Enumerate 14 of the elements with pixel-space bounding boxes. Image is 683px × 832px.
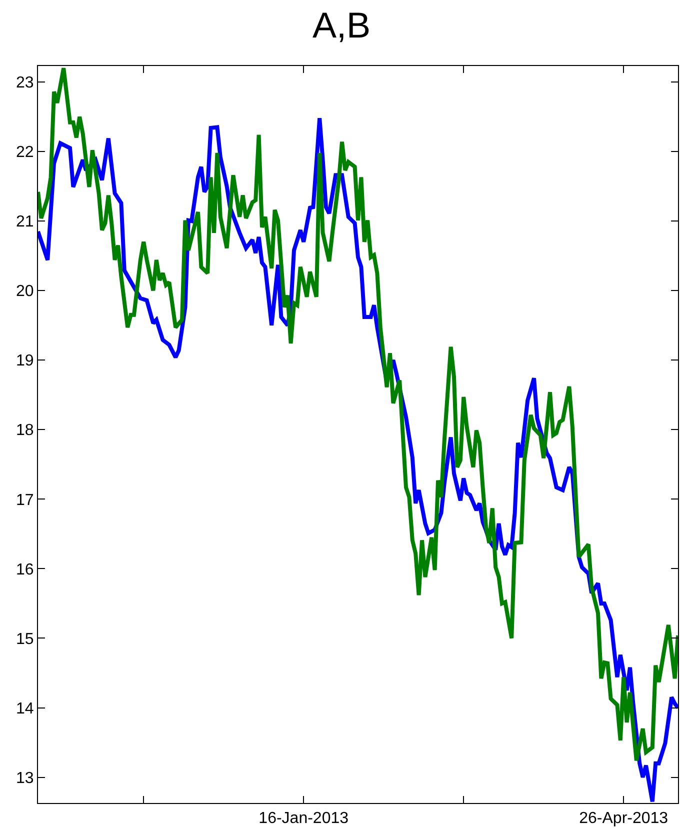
y-tick-label: 15 <box>16 630 34 648</box>
y-tick-label: 13 <box>16 770 34 787</box>
x-tick-label: 16-Jan-2013 <box>258 810 349 828</box>
y-tick-label: 14 <box>16 700 34 718</box>
y-tick-label: 16 <box>16 561 34 578</box>
y-tick-label: 19 <box>16 352 34 370</box>
x-tick-label: 26-Apr-2013 <box>579 810 668 828</box>
chart-title: A,B <box>312 4 371 46</box>
y-tick-label: 22 <box>16 144 34 162</box>
y-tick-label: 20 <box>16 283 34 300</box>
y-tick-label: 18 <box>16 422 34 440</box>
y-tick-label: 21 <box>16 214 34 231</box>
y-tick-label: 23 <box>16 74 34 92</box>
y-tick-label: 17 <box>16 492 34 509</box>
